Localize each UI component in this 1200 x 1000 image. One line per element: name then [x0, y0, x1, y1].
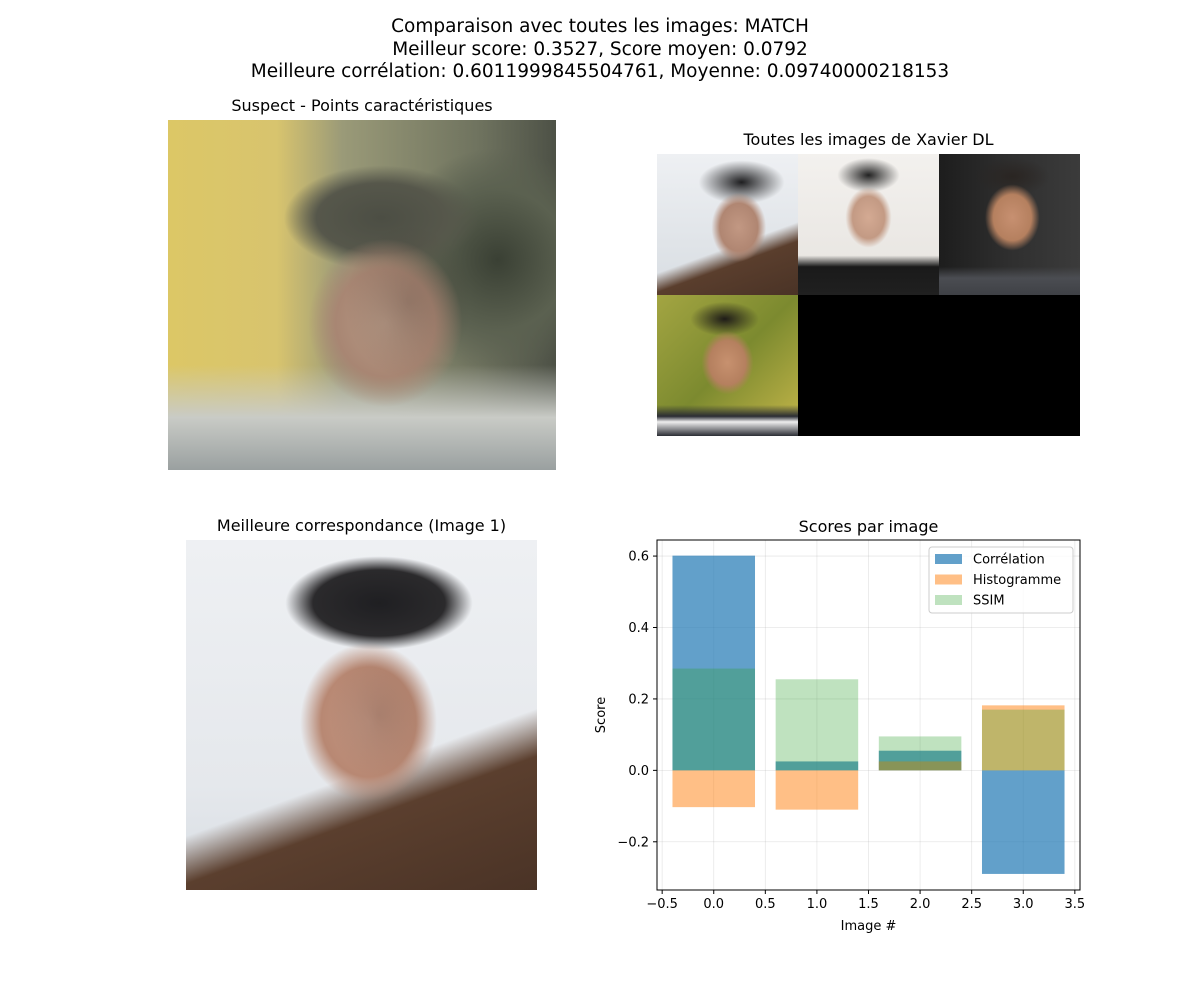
y-tick-label: 0.0: [628, 764, 649, 779]
bar-histogram-0: [672, 770, 756, 808]
legend-swatch-1: [935, 574, 962, 585]
suspect-panel-title: Suspect - Points caractéristiques: [231, 96, 493, 115]
bar-correlation-3: [981, 770, 1065, 874]
legend-label-2: SSIM: [973, 594, 1005, 609]
gallery-grid: [657, 154, 1080, 436]
bar-histogram-3: [981, 705, 1065, 771]
x-axis-label: Image #: [841, 919, 897, 934]
y-tick-label: 0.4: [628, 621, 649, 636]
bar-correlation-0: [672, 555, 756, 771]
bar-ssim-1: [775, 679, 859, 771]
figure-suptitle: Comparaison avec toutes les images: MATC…: [0, 16, 1200, 84]
y-tick-label: 0.6: [628, 550, 649, 565]
x-tick-label: 0.0: [703, 897, 724, 912]
best-match-panel-title: Meilleure correspondance (Image 1): [216, 516, 507, 535]
y-tick-label: 0.2: [628, 692, 649, 707]
y-axis-label: Score: [594, 697, 609, 733]
chart-title: Scores par image: [799, 517, 939, 536]
bar-ssim-0: [672, 668, 756, 771]
bar-histogram-1: [775, 770, 859, 810]
y-tick-label: −0.2: [617, 835, 649, 850]
x-tick-label: 1.5: [858, 897, 879, 912]
legend-swatch-0: [935, 554, 962, 564]
x-tick-label: 3.0: [1013, 897, 1034, 912]
gallery-photo-3: [657, 295, 798, 436]
bar-correlation-1: [775, 761, 859, 771]
legend-swatch-2: [935, 595, 962, 605]
x-tick-label: 2.5: [961, 897, 982, 912]
legend-label-0: Corrélation: [973, 553, 1045, 568]
bar-histogram-2: [878, 761, 962, 771]
legend-box: [928, 546, 1074, 614]
bar-ssim-2: [878, 736, 962, 771]
best-match-photo: [186, 540, 537, 890]
gallery-panel-title: Toutes les images de Xavier DL: [743, 130, 994, 149]
x-tick-label: 3.5: [1064, 897, 1085, 912]
x-tick-label: 0.5: [755, 897, 776, 912]
gallery-photo-1: [798, 154, 939, 295]
x-tick-label: 2.0: [910, 897, 931, 912]
gallery-photo-2: [939, 154, 1080, 295]
legend-label-1: Histogramme: [973, 573, 1061, 588]
x-tick-label: −0.5: [646, 897, 678, 912]
suptitle-line-correlation: Meilleure corrélation: 0.601199984550476…: [250, 61, 950, 82]
suspect-photo: [168, 120, 556, 470]
x-tick-label: 1.0: [807, 897, 828, 912]
suptitle-line-scores: Meilleur score: 0.3527, Score moyen: 0.0…: [392, 38, 808, 60]
suptitle-line-verdict: Comparaison avec toutes les images: MATC…: [391, 16, 809, 37]
bar-ssim-3: [981, 709, 1065, 771]
gallery-photo-0: [657, 154, 798, 295]
